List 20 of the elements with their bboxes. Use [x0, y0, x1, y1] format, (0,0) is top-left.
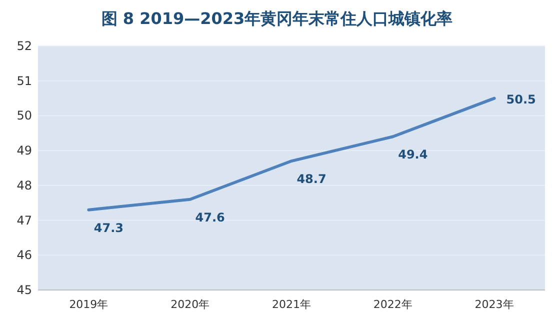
x-tick-label: 2023年: [474, 298, 514, 311]
y-tick-label: 51: [16, 74, 32, 88]
x-tick-label: 2019年: [69, 298, 108, 311]
x-tick-label: 2020年: [170, 298, 210, 311]
x-tick-label: 2022年: [373, 298, 412, 311]
x-tick-label: 2021年: [272, 298, 311, 311]
data-label: 48.7: [296, 172, 326, 186]
data-label: 49.4: [398, 148, 428, 162]
data-label: 47.6: [195, 210, 225, 224]
data-label: 50.5: [506, 92, 536, 106]
y-tick-label: 47: [16, 213, 32, 228]
data-label: 47.3: [94, 220, 124, 235]
y-tick-label: 50: [16, 108, 32, 123]
y-tick-label: 52: [16, 39, 32, 53]
y-tick-label: 46: [16, 248, 32, 262]
y-tick-label: 49: [16, 144, 32, 158]
y-tick-label: 48: [16, 178, 32, 192]
line-series: [87, 96, 496, 212]
chart-title: 图 8 2019—2023年黄冈年末常住人口城镇化率: [101, 9, 453, 28]
y-tick-label: 45: [16, 283, 32, 297]
